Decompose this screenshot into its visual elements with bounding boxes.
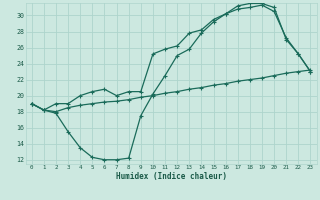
- X-axis label: Humidex (Indice chaleur): Humidex (Indice chaleur): [116, 172, 227, 181]
